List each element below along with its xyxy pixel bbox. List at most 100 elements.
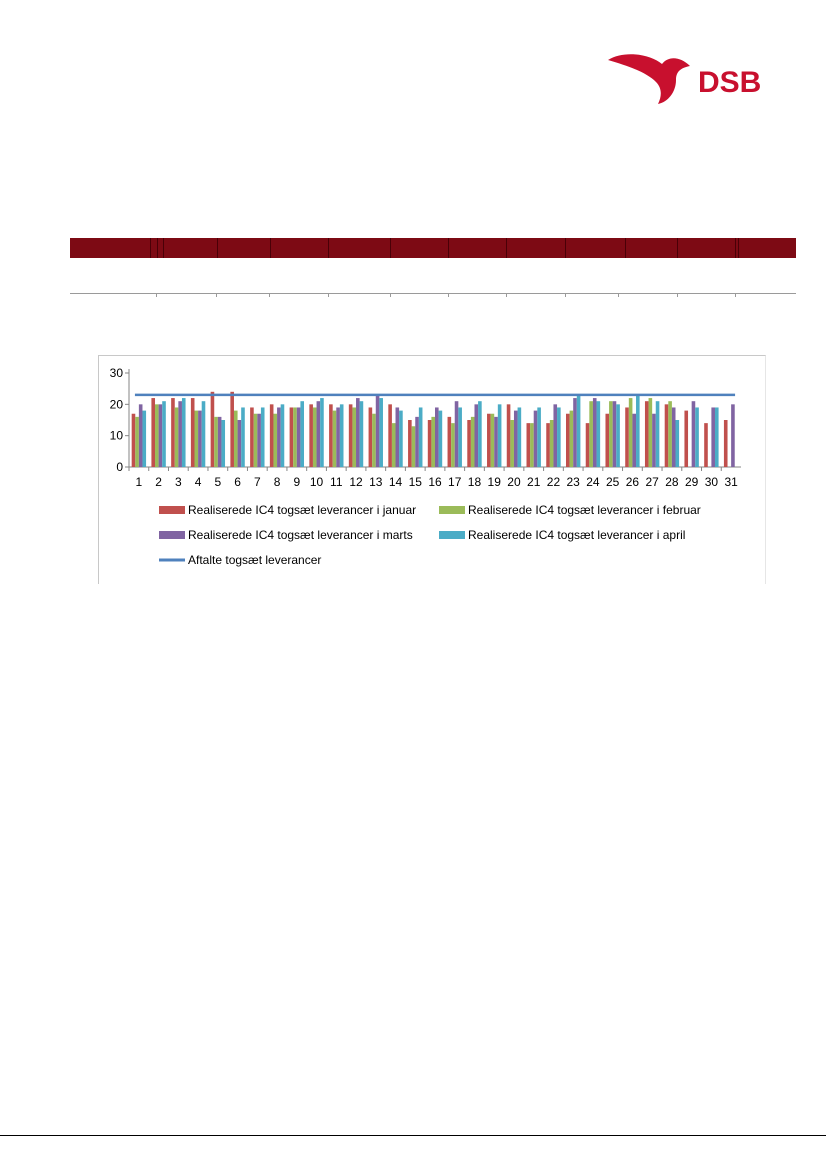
- bar-2-20: [510, 420, 514, 467]
- bar-3-25: [612, 401, 617, 467]
- bar-2-4: [194, 410, 199, 467]
- rule-tick: [156, 293, 157, 297]
- x-tick-label: 22: [547, 475, 561, 489]
- bar-4-26: [636, 394, 640, 467]
- bar-2-24: [589, 401, 593, 467]
- bar-3-26: [632, 413, 637, 467]
- bar-1-3: [171, 398, 175, 467]
- footer-rule: [0, 1135, 826, 1136]
- bar-3-15: [415, 416, 419, 467]
- bar-4-18: [478, 401, 482, 467]
- x-tick-label: 2: [155, 475, 162, 489]
- bar-1-17: [447, 416, 452, 467]
- y-tick-label: 30: [110, 366, 124, 380]
- band-separator: [390, 238, 391, 258]
- x-tick-label: 21: [527, 475, 541, 489]
- legend-label: Realiserede IC4 togsæt leverancer i mart…: [188, 528, 413, 542]
- bar-1-25: [605, 413, 610, 467]
- rule-tick: [269, 293, 270, 297]
- rule-tick: [216, 293, 217, 297]
- bar-3-19: [494, 416, 498, 467]
- x-tick-label: 10: [310, 475, 324, 489]
- bar-3-9: [296, 407, 301, 467]
- x-tick-label: 18: [468, 475, 482, 489]
- bar-4-27: [655, 401, 660, 467]
- bar-1-30: [704, 423, 708, 467]
- band-separator: [677, 238, 678, 258]
- bar-1-31: [723, 420, 728, 467]
- x-tick-label: 11: [330, 475, 343, 489]
- bar-3-22: [553, 404, 558, 467]
- bar-3-6: [237, 420, 242, 467]
- bar-1-1: [131, 413, 136, 467]
- bar-1-28: [664, 404, 669, 467]
- x-tick-label: 29: [685, 475, 699, 489]
- legend-swatch: [439, 531, 465, 539]
- bar-1-15: [408, 420, 412, 467]
- bar-2-2: [155, 404, 159, 467]
- bar-1-10: [309, 404, 313, 467]
- bar-3-24: [592, 398, 597, 467]
- bar-1-21: [526, 423, 531, 467]
- bar-2-19: [490, 413, 495, 467]
- bar-3-10: [316, 401, 321, 467]
- bar-3-17: [454, 401, 459, 467]
- band-separator: [506, 238, 507, 258]
- dsb-logo: DSB: [608, 54, 761, 104]
- legend-label: Realiserede IC4 togsæt leverancer i apri…: [468, 528, 685, 542]
- table-rule: [70, 293, 796, 297]
- x-tick-label: 5: [214, 475, 221, 489]
- bar-1-20: [506, 404, 511, 467]
- bar-1-11: [329, 404, 333, 467]
- bar-3-23: [573, 398, 577, 467]
- bar-1-22: [546, 423, 550, 467]
- x-tick-label: 17: [448, 475, 462, 489]
- rule-tick: [677, 293, 678, 297]
- bar-4-1: [142, 410, 147, 467]
- bar-2-28: [668, 401, 672, 467]
- bar-4-24: [596, 401, 601, 467]
- bar-3-18: [474, 404, 479, 467]
- bar-3-27: [652, 413, 656, 467]
- band-separator: [328, 238, 329, 258]
- bar-4-13: [379, 398, 383, 467]
- bar-3-4: [198, 410, 202, 467]
- legend-swatch: [159, 531, 185, 539]
- x-tick-label: 8: [274, 475, 281, 489]
- bar-2-9: [293, 407, 297, 467]
- bar-2-26: [628, 398, 633, 467]
- bar-3-31: [731, 404, 735, 467]
- bar-1-23: [565, 413, 570, 467]
- bar-1-24: [585, 423, 590, 467]
- bar-3-2: [158, 404, 163, 467]
- bar-4-21: [537, 407, 541, 467]
- y-tick-label: 0: [116, 460, 123, 474]
- bar-2-17: [451, 423, 455, 467]
- bar-1-9: [289, 407, 294, 467]
- rule-tick: [565, 293, 566, 297]
- rule-tick: [448, 293, 449, 297]
- bar-4-2: [162, 401, 166, 467]
- bar-4-12: [359, 401, 364, 467]
- x-tick-label: 31: [724, 475, 738, 489]
- bar-4-15: [418, 407, 423, 467]
- band-separator: [157, 238, 158, 258]
- x-tick-label: 23: [567, 475, 581, 489]
- table-header-band: [70, 238, 796, 258]
- bar-3-1: [138, 404, 143, 467]
- dsb-wing-icon: [608, 54, 690, 104]
- bar-4-9: [300, 401, 305, 467]
- x-tick-label: 6: [234, 475, 241, 489]
- x-tick-label: 28: [665, 475, 679, 489]
- bar-3-14: [395, 407, 400, 467]
- rule-tick: [506, 293, 507, 297]
- bar-2-12: [352, 407, 357, 467]
- bar-4-17: [458, 407, 462, 467]
- x-tick-label: 19: [488, 475, 502, 489]
- legend-swatch: [439, 506, 465, 514]
- bar-3-5: [217, 416, 222, 467]
- x-tick-label: 30: [705, 475, 719, 489]
- bar-3-16: [435, 407, 439, 467]
- x-tick-label: 9: [293, 475, 300, 489]
- x-tick-label: 25: [606, 475, 620, 489]
